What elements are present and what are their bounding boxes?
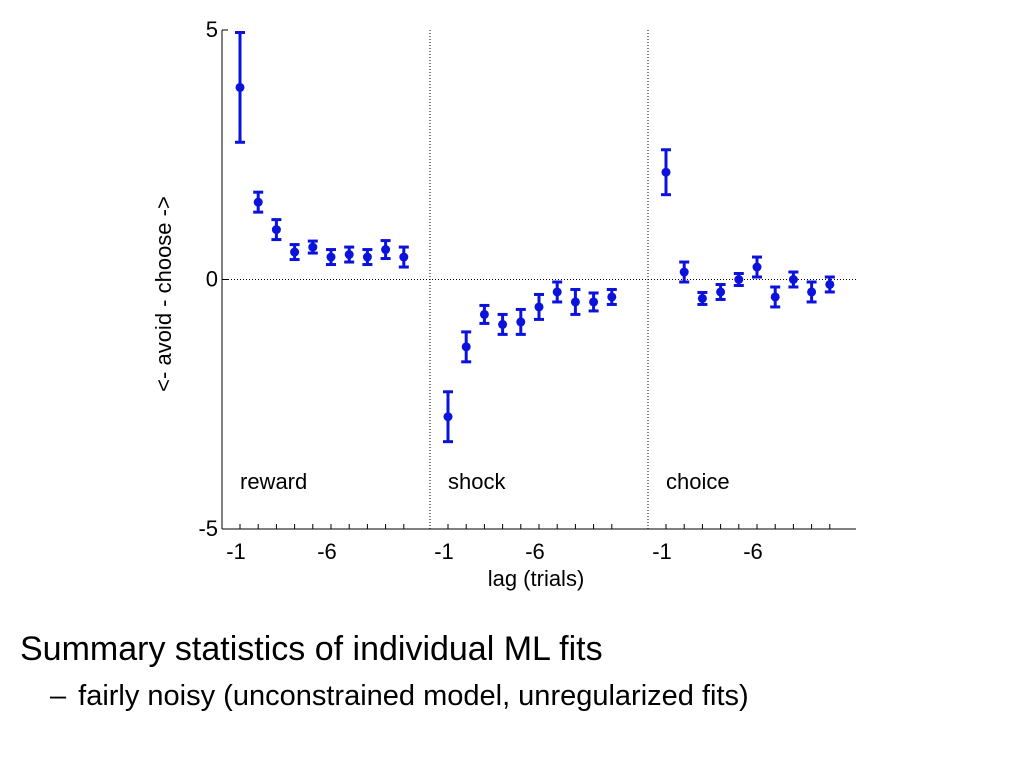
data-point-shock-lag-4: [497, 312, 508, 336]
data-point-marker: [697, 293, 707, 303]
caption-title: Summary statistics of individual ML fits: [20, 630, 603, 668]
data-point-shock-lag-6: [534, 292, 544, 321]
axes: 5 0 -5 -1 -6 reward -1 -6 shock -1 -6 choice: [198, 17, 856, 564]
data-point-reward-lag-4: [289, 243, 300, 262]
data-point-marker: [290, 247, 300, 257]
data-point-choice-lag-4: [715, 282, 726, 301]
data-point-reward-lag-9: [380, 239, 391, 261]
chart: 5 0 -5 -1 -6 reward -1 -6 shock -1 -6 choice <- avo…: [151, 17, 856, 591]
data-point-marker: [516, 317, 526, 327]
data-point-choice-lag-2: [679, 260, 690, 284]
data-point-reward-lag-7: [344, 245, 355, 264]
x-axis-label: lag (trials): [488, 566, 585, 591]
data-point-marker: [552, 287, 562, 297]
panel-label-choice: choice: [666, 469, 730, 494]
data-point-choice-lag-5: [733, 272, 744, 287]
x-tick-label: -1: [434, 539, 454, 564]
data-point-marker: [235, 82, 245, 92]
panel-label-shock: shock: [448, 469, 506, 494]
data-point-marker: [344, 250, 354, 260]
bullet-dash: –: [50, 680, 67, 712]
x-tick-label: -1: [652, 539, 672, 564]
data-point-reward-lag-6: [326, 248, 336, 267]
data-point-marker: [461, 342, 471, 352]
data-point-marker: [362, 252, 372, 262]
y-tick-label: 0: [206, 267, 218, 292]
data-point-marker: [661, 167, 671, 177]
data-point-choice-lag-10: [824, 275, 835, 294]
x-tick-label: -6: [743, 539, 763, 564]
bullet-text: fairly noisy (unconstrained model, unreg…: [78, 680, 749, 712]
x-tick-label: -6: [317, 539, 337, 564]
data-point-marker: [271, 225, 281, 235]
data-point-reward-lag-2: [253, 190, 264, 214]
data-point-choice-lag-8: [788, 270, 799, 289]
panel-label-reward: reward: [240, 469, 307, 494]
y-axis-label: <- avoid - choose ->: [151, 196, 176, 392]
data-point-choice-lag-7: [770, 285, 781, 309]
data-point-marker: [589, 297, 599, 307]
data-point-marker: [381, 245, 391, 255]
data-marks: [235, 30, 835, 444]
data-point-choice-lag-1: [661, 148, 671, 197]
data-point-marker: [443, 412, 453, 422]
data-point-marker: [752, 262, 762, 272]
data-point-marker: [534, 302, 544, 312]
data-point-shock-lag-9: [588, 291, 599, 313]
caption-bullet: – fairly noisy (unconstrained model, unre…: [50, 678, 749, 714]
data-point-marker: [807, 287, 817, 297]
data-point-choice-lag-6: [752, 255, 762, 279]
x-tick-label: -6: [525, 539, 545, 564]
data-point-reward-lag-1: [235, 30, 245, 144]
y-tick-label: -5: [198, 516, 218, 541]
data-point-reward-lag-8: [362, 248, 373, 267]
data-point-choice-lag-3: [697, 290, 708, 306]
data-point-marker: [308, 242, 318, 252]
data-point-marker: [479, 309, 489, 319]
data-point-shock-lag-10: [606, 287, 617, 306]
data-point-reward-lag-5: [307, 239, 318, 255]
y-tick-label: 5: [206, 17, 218, 42]
data-point-shock-lag-3: [479, 303, 490, 325]
data-point-marker: [770, 292, 780, 302]
x-tick-label: -1: [226, 539, 246, 564]
data-point-marker: [607, 292, 617, 302]
data-point-marker: [788, 275, 798, 284]
data-point-marker: [716, 287, 726, 297]
data-point-marker: [570, 297, 580, 307]
data-point-shock-lag-1: [443, 390, 453, 444]
data-point-marker: [253, 197, 263, 207]
data-point-shock-lag-5: [515, 307, 526, 336]
data-point-marker: [326, 252, 336, 262]
data-point-shock-lag-2: [461, 330, 472, 364]
data-point-marker: [679, 267, 689, 277]
data-point-marker: [399, 252, 409, 262]
data-point-shock-lag-7: [552, 280, 563, 304]
data-point-reward-lag-10: [398, 245, 409, 269]
data-point-choice-lag-9: [806, 280, 817, 304]
data-point-shock-lag-8: [570, 287, 581, 316]
data-point-marker: [734, 275, 744, 284]
data-point-marker: [825, 279, 835, 289]
data-point-reward-lag-3: [271, 218, 282, 242]
chart-labels: <- avoid - choose -> lag (trials): [151, 196, 584, 591]
data-point-marker: [498, 319, 508, 329]
